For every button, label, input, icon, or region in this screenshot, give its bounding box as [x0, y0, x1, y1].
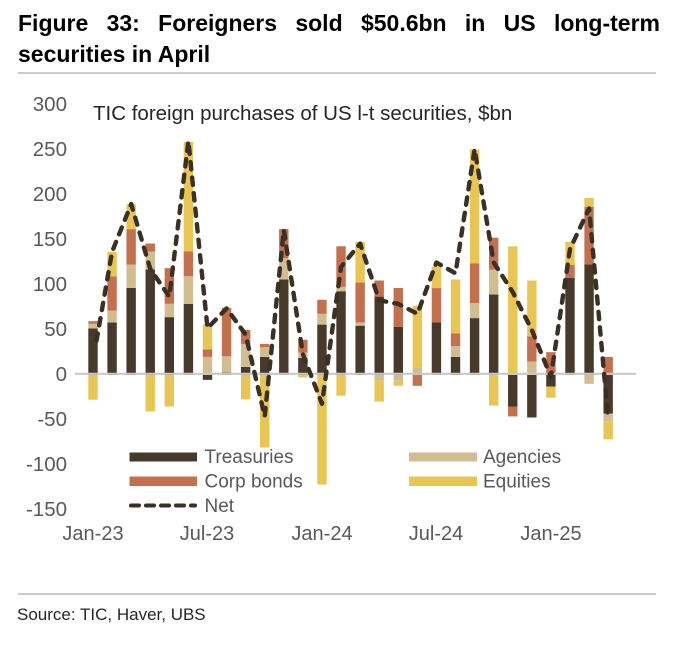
svg-text:Agencies: Agencies	[483, 447, 561, 468]
svg-text:0: 0	[56, 363, 67, 386]
svg-text:150: 150	[33, 228, 67, 251]
svg-text:Jan-24: Jan-24	[291, 523, 352, 545]
svg-text:200: 200	[33, 183, 67, 206]
svg-text:-100: -100	[26, 453, 67, 476]
svg-text:-150: -150	[26, 498, 67, 521]
svg-text:300: 300	[33, 93, 67, 116]
svg-text:Jul-23: Jul-23	[180, 523, 234, 545]
svg-text:Corp bonds: Corp bonds	[205, 472, 303, 493]
svg-text:Net: Net	[205, 496, 235, 517]
svg-text:Equities: Equities	[483, 472, 551, 493]
svg-text:Treasuries: Treasuries	[205, 447, 294, 468]
svg-text:TIC foreign purchases of US l-: TIC foreign purchases of US l-t securiti…	[93, 102, 512, 125]
svg-text:Jul-24: Jul-24	[409, 523, 463, 545]
svg-text:-50: -50	[37, 408, 67, 431]
svg-text:250: 250	[33, 138, 67, 161]
svg-text:50: 50	[44, 318, 67, 341]
svg-text:Jan-23: Jan-23	[62, 523, 123, 545]
svg-text:Jan-25: Jan-25	[520, 523, 581, 545]
svg-text:100: 100	[33, 273, 67, 296]
